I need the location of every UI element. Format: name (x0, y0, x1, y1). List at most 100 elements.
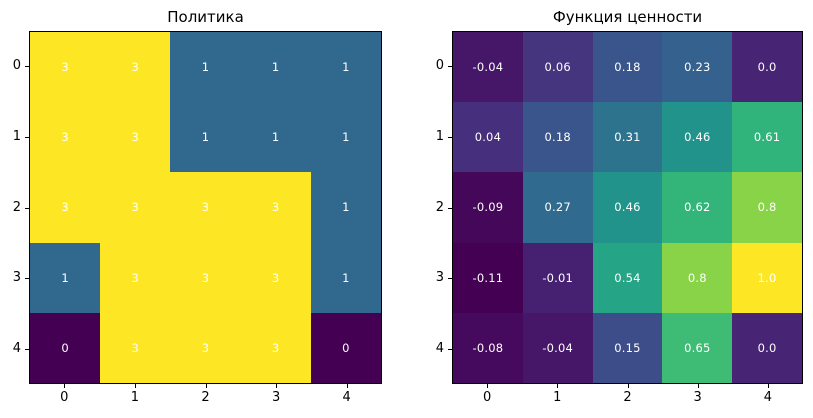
heatmap-cell: 1 (310, 172, 381, 243)
heatmap-cell: 1 (240, 102, 311, 173)
y-tick-label: 0 (12, 58, 21, 74)
heatmap-cell: 1 (310, 32, 381, 103)
y-tick-mark (448, 207, 452, 209)
heatmap-cell: 0.06 (522, 32, 593, 103)
heatmap-cell: 0.0 (732, 32, 802, 103)
heatmap-cell: 0.18 (522, 102, 593, 173)
cell-value: 3 (131, 130, 140, 145)
cell-value: 0.15 (614, 340, 641, 355)
y-tick-mark (25, 207, 29, 209)
heatmap-cell: 0 (30, 312, 101, 383)
heatmap-cell: 0.31 (592, 102, 663, 173)
x-tick-label: 3 (271, 390, 281, 405)
value-function-plot-title: Функция ценности (552, 8, 703, 26)
cell-value: 3 (61, 130, 69, 145)
cell-value: 1 (342, 60, 350, 75)
cell-value: 0.31 (614, 130, 641, 145)
value-function-heatmap: -0.04 0.06 0.18 0.23 0.0 0.04 0.18 0.31 0.46 0.61… (452, 31, 803, 384)
heatmap-cell: 3 (100, 102, 171, 173)
heatmap-cell: 3 (170, 312, 241, 383)
heatmap-cell: -0.04 (522, 312, 593, 383)
cell-value: 3 (131, 340, 140, 355)
x-tick-label: 2 (623, 390, 632, 405)
y-tick-label: 2 (435, 199, 444, 215)
heatmap-cell: 0.8 (732, 172, 802, 243)
heatmap-cell: 3 (100, 172, 171, 243)
cell-value: 0.04 (474, 130, 502, 145)
y-tick-mark (25, 348, 29, 350)
y-tick-mark (448, 348, 452, 350)
heatmap-cell: -0.04 (453, 32, 523, 103)
heatmap-cell: 1.0 (732, 242, 802, 313)
policy-plot-title: Политика (167, 8, 244, 26)
heatmap-cell: 1 (240, 32, 311, 103)
heatmap-cell: 0.04 (453, 102, 523, 173)
cell-value: 1 (342, 130, 350, 145)
heatmap-cell: 0.15 (592, 312, 663, 383)
policy-heatmap: 3 3 1 1 1 3 3 1 1 1 3 3 3 3 1 1 3 3 3 1 0 3 3 3 0 (29, 31, 382, 384)
cell-value: 3 (271, 200, 280, 215)
heatmap-cell: 3 (30, 102, 101, 173)
y-tick-mark (25, 66, 29, 68)
cell-value: 1 (342, 200, 350, 215)
cell-value: 0.8 (687, 270, 707, 285)
cell-value: 0 (61, 340, 69, 355)
heatmap-cell: 1 (170, 102, 241, 173)
cell-value: 0.46 (614, 200, 641, 215)
cell-value: 0.18 (544, 130, 571, 145)
heatmap-cell: 1 (30, 242, 101, 313)
x-tick-label: 1 (130, 390, 140, 405)
cell-value: 3 (61, 60, 69, 75)
y-tick-mark (448, 136, 452, 138)
y-tick-label: 4 (435, 340, 444, 356)
x-tick-mark (205, 384, 207, 388)
heatmap-cell: 3 (240, 172, 311, 243)
cell-value: 1 (61, 270, 69, 285)
cell-value: 0.54 (614, 270, 641, 285)
heatmap-cell: 3 (100, 32, 171, 103)
cell-value: 3 (61, 200, 69, 215)
cell-value: -0.04 (542, 340, 574, 355)
cell-value: 1 (271, 130, 280, 145)
cell-value: -0.09 (472, 200, 504, 215)
heatmap-cell: 0.46 (592, 172, 663, 243)
cell-value: -0.11 (472, 270, 504, 285)
y-tick-label: 1 (435, 128, 444, 144)
y-tick-label: 3 (435, 270, 444, 286)
x-tick-mark (64, 384, 66, 388)
y-tick-mark (25, 136, 29, 138)
x-tick-mark (767, 384, 769, 388)
heatmap-cell: 0.0 (732, 312, 802, 383)
y-tick-mark (448, 66, 452, 68)
cell-value: 1 (342, 270, 350, 285)
x-tick-label: 1 (553, 390, 562, 405)
y-tick-label: 4 (12, 340, 21, 356)
cell-value: 1 (271, 60, 280, 75)
cell-value: 3 (131, 270, 140, 285)
cell-value: 0.27 (544, 200, 571, 215)
heatmap-cell: 0.23 (662, 32, 733, 103)
cell-value: 0.06 (544, 60, 571, 75)
heatmap-cell: 1 (310, 242, 381, 313)
x-tick-label: 3 (693, 390, 702, 405)
cell-value: -0.04 (472, 60, 504, 75)
y-tick-label: 3 (12, 270, 21, 286)
cell-value: 1.0 (757, 270, 777, 285)
heatmap-cell: 3 (30, 172, 101, 243)
cell-value: 3 (271, 340, 280, 355)
cell-value: 3 (201, 200, 210, 215)
heatmap-cell: 0.65 (662, 312, 733, 383)
x-tick-mark (697, 384, 699, 388)
cell-value: 3 (131, 60, 140, 75)
cell-value: 3 (201, 270, 210, 285)
heatmap-cell: -0.11 (453, 242, 523, 313)
cell-value: 0.61 (753, 130, 781, 145)
cell-value: -0.01 (542, 270, 574, 285)
x-tick-label: 2 (201, 390, 210, 405)
heatmap-cell: 3 (240, 242, 311, 313)
cell-value: 1 (201, 130, 210, 145)
y-tick-label: 2 (12, 199, 21, 215)
x-tick-mark (134, 384, 136, 388)
x-tick-mark (276, 384, 278, 388)
